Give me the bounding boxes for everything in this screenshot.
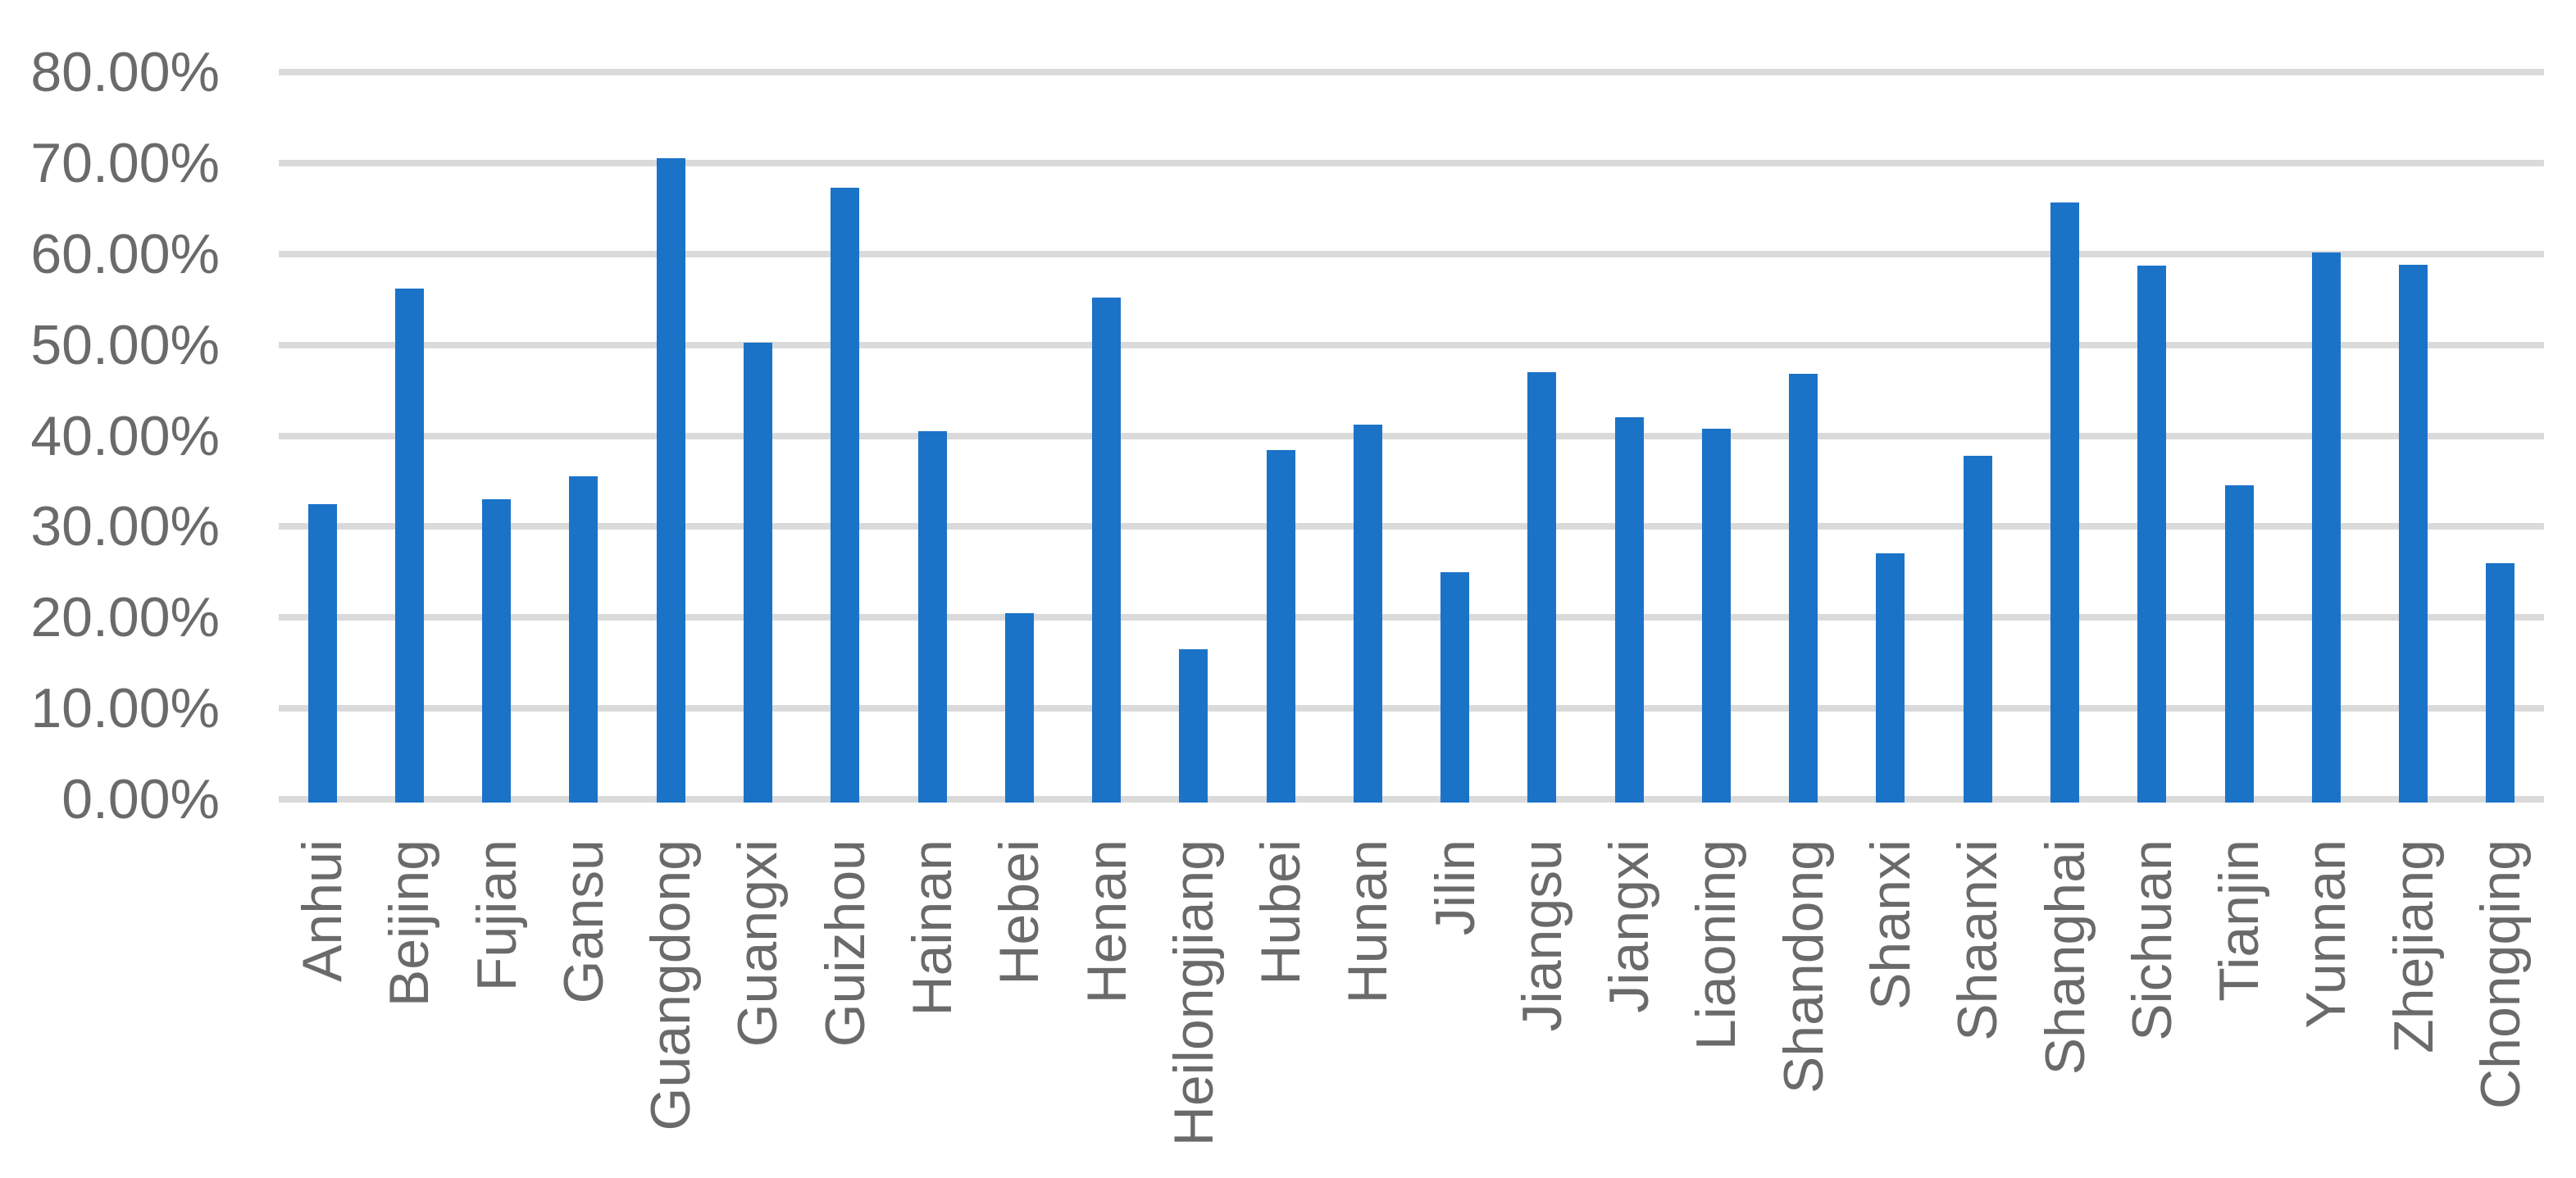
gridline bbox=[279, 69, 2544, 75]
bar-yunnan bbox=[2311, 252, 2341, 803]
y-tick-label: 70.00% bbox=[30, 131, 220, 194]
x-tick-label-shaanxi: Shaanxi bbox=[1946, 839, 2009, 1041]
bar-shanxi bbox=[1876, 553, 1905, 803]
y-axis: 80.00% 70.00% 60.00% 50.00% 40.00% 30.00% 20.0… bbox=[0, 0, 220, 1178]
x-tick-label-liaoning: Liaoning bbox=[1685, 839, 1748, 1051]
x-tick-label-jiangxi: Jiangxi bbox=[1598, 839, 1661, 1013]
bar-jiangsu bbox=[1527, 371, 1557, 803]
gridline bbox=[279, 159, 2544, 166]
x-tick-label-gansu: Gansu bbox=[552, 839, 615, 1004]
y-tick-label: 60.00% bbox=[30, 222, 220, 285]
bar-guizhou bbox=[831, 187, 860, 803]
y-tick-label: 40.00% bbox=[30, 404, 220, 467]
gridline bbox=[279, 250, 2544, 257]
x-tick-label-shanghai: Shanghai bbox=[2033, 839, 2096, 1076]
x-tick-label-shanxi: Shanxi bbox=[1859, 839, 1922, 1010]
bar-hubei bbox=[1266, 450, 1295, 803]
bar-shanghai bbox=[2050, 202, 2080, 803]
x-tick-label-beijing: Beijing bbox=[378, 839, 441, 1007]
y-tick-label: 20.00% bbox=[30, 586, 220, 649]
x-tick-label-fujian: Fujian bbox=[465, 839, 528, 992]
x-tick-label-guangdong: Guangdong bbox=[639, 839, 703, 1131]
bar-shandong bbox=[1789, 374, 1818, 803]
plot-area bbox=[279, 69, 2544, 803]
y-tick-label: 10.00% bbox=[30, 677, 220, 740]
bar-jiangxi bbox=[1614, 417, 1644, 803]
bar-fujian bbox=[482, 499, 512, 803]
x-tick-label-jiangsu: Jiangsu bbox=[1510, 839, 1573, 1032]
x-tick-label-anhui: Anhui bbox=[291, 839, 354, 982]
x-tick-label-hebei: Hebei bbox=[988, 839, 1051, 985]
gridline bbox=[279, 705, 2544, 712]
x-tick-label-shandong: Shandong bbox=[1772, 839, 1835, 1094]
bar-zhejiang bbox=[2399, 265, 2428, 803]
gridline bbox=[279, 341, 2544, 348]
gridline bbox=[279, 796, 2544, 803]
x-tick-label-guizhou: Guizhou bbox=[813, 839, 876, 1048]
x-tick-label-heilongjiang: Heilongjiang bbox=[1162, 839, 1225, 1147]
y-tick-label: 50.00% bbox=[30, 313, 220, 376]
gridline bbox=[279, 614, 2544, 621]
bar-hainan bbox=[917, 430, 947, 803]
bar-tianjin bbox=[2224, 485, 2254, 803]
x-tick-label-sichuan: Sichuan bbox=[2120, 839, 2183, 1041]
y-tick-label: 0.00% bbox=[61, 768, 220, 830]
bar-shaanxi bbox=[1963, 455, 1992, 803]
gridline bbox=[279, 523, 2544, 530]
bar-beijing bbox=[394, 288, 424, 803]
bar-liaoning bbox=[1701, 428, 1731, 803]
bar-jilin bbox=[1440, 571, 1470, 803]
bar-sichuan bbox=[2137, 266, 2167, 803]
x-tick-label-jilin: Jilin bbox=[1423, 839, 1486, 936]
bar-henan bbox=[1092, 297, 1122, 803]
y-tick-label: 30.00% bbox=[30, 495, 220, 558]
bar-guangxi bbox=[743, 343, 772, 803]
bar-chongqing bbox=[2486, 562, 2515, 803]
x-tick-label-hubei: Hubei bbox=[1249, 839, 1313, 985]
bar-anhui bbox=[307, 503, 337, 803]
bar-guangdong bbox=[656, 158, 685, 803]
y-tick-label: 80.00% bbox=[30, 41, 220, 103]
x-tick-label-guangxi: Guangxi bbox=[726, 839, 790, 1048]
bar-heilongjiang bbox=[1179, 649, 1208, 803]
x-tick-label-yunnan: Yunnan bbox=[2295, 839, 2358, 1029]
x-tick-label-zhejiang: Zhejiang bbox=[2382, 839, 2445, 1053]
bar-hunan bbox=[1353, 425, 1382, 803]
x-tick-label-henan: Henan bbox=[1075, 839, 1138, 1004]
bar-gansu bbox=[569, 476, 598, 803]
bar-hebei bbox=[1004, 612, 1034, 803]
gridline bbox=[279, 432, 2544, 439]
x-tick-label-tianjin: Tianjin bbox=[2208, 839, 2271, 1002]
x-tick-label-hainan: Hainan bbox=[901, 839, 964, 1017]
x-tick-label-hunan: Hunan bbox=[1336, 839, 1400, 1004]
x-tick-label-chongqing: Chongqing bbox=[2469, 839, 2532, 1109]
